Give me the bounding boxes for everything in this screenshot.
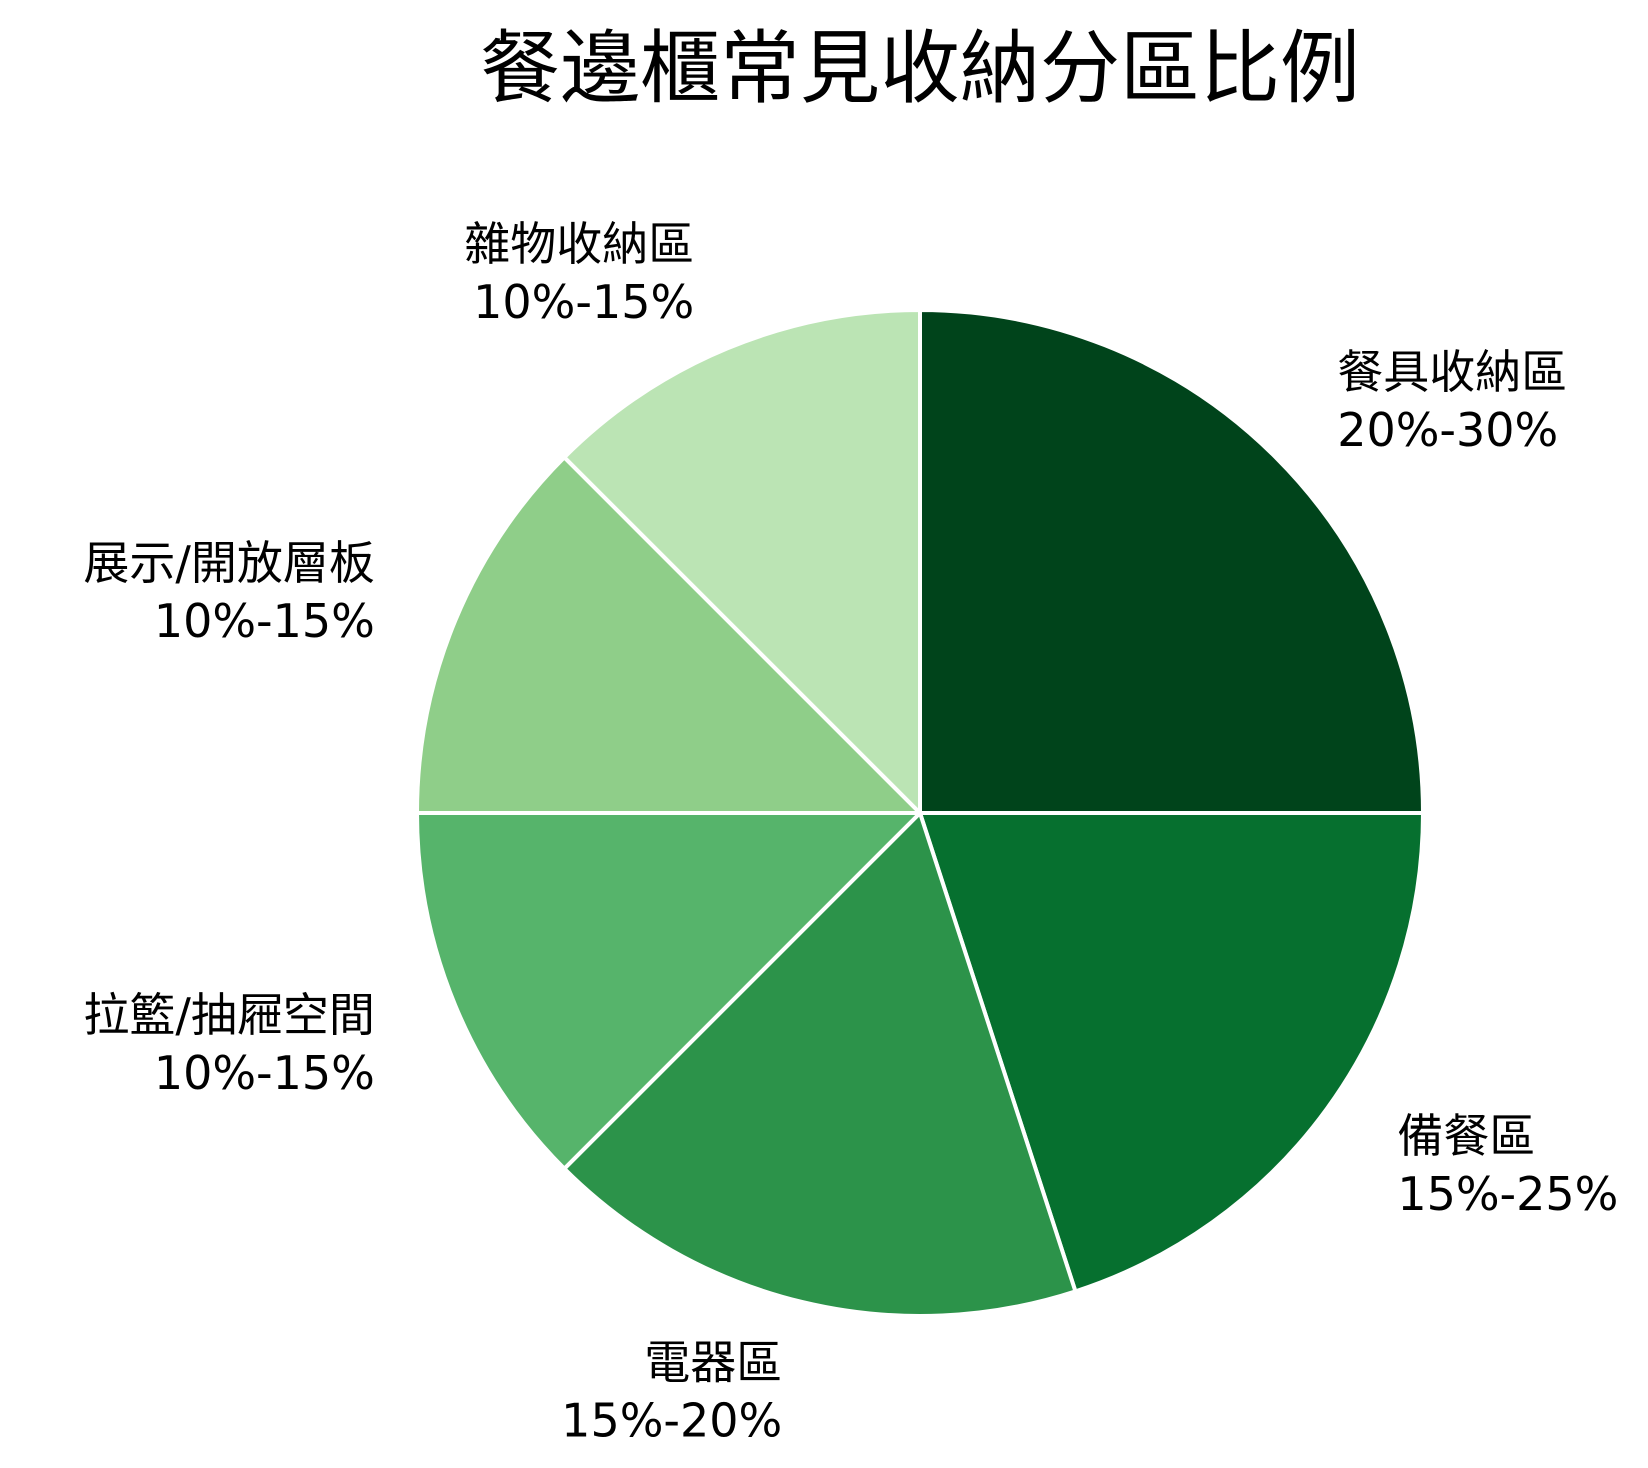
slice-range-label: 10%-15% xyxy=(154,1046,375,1100)
slice-range-label: 20%-30% xyxy=(1337,403,1558,457)
pie-slice xyxy=(415,455,922,815)
slice-label: 餐具收納區 xyxy=(1337,345,1567,399)
pie-slice xyxy=(415,811,922,1171)
slice-labels: 餐具收納區20%-30%備餐區15%-25%電器區15%-20%拉籃/抽屜空間1… xyxy=(83,217,1618,1448)
slice-label: 電器區 xyxy=(644,1336,782,1390)
slice-range-label: 15%-25% xyxy=(1397,1167,1618,1221)
slice-label: 展示/開放層板 xyxy=(83,536,375,590)
slice-label: 雜物收納區 xyxy=(464,217,694,271)
slice-label: 拉籃/抽屜空間 xyxy=(83,988,375,1042)
pie-slice xyxy=(918,811,1425,1294)
slice-range-label: 15%-20% xyxy=(561,1394,782,1448)
slice-range-label: 10%-15% xyxy=(473,275,694,329)
slice-label: 備餐區 xyxy=(1397,1109,1535,1163)
pie-slice xyxy=(918,308,1425,815)
pie-slice xyxy=(562,811,1078,1318)
pie-slices xyxy=(415,308,1425,1318)
chart-title: 餐邊櫃常見收納分區比例 xyxy=(480,22,1360,115)
pie-slice xyxy=(562,308,922,815)
slice-range-label: 10%-15% xyxy=(154,594,375,648)
